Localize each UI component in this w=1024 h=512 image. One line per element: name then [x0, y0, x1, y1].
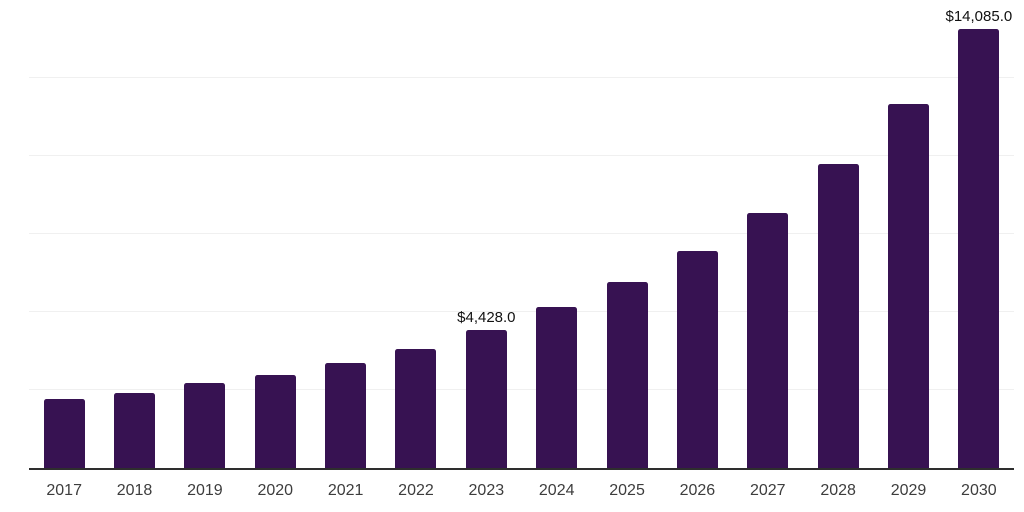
bar-2021: [325, 362, 367, 468]
gridline-12500: [29, 77, 1014, 78]
x-tick-2030: 2030: [961, 482, 997, 499]
bar-2027: [747, 212, 789, 468]
x-tick-2017: 2017: [46, 482, 82, 499]
bar-column-2018: [99, 0, 169, 468]
bar-column-2023: $4,428.0: [451, 0, 521, 468]
bar-column-2022: [381, 0, 451, 468]
x-tick-2026: 2026: [679, 482, 716, 499]
bar-2028: [817, 164, 859, 468]
x-axis-labels: 2017 2018 2019 2020 2021 2022 2023 2024 2025 2026…: [29, 470, 1014, 500]
x-tick-2029: 2029: [890, 482, 927, 499]
bar-column-2017: [29, 0, 99, 468]
bar-2020: [254, 375, 296, 468]
bar-value-label-2030: $14,085.0: [945, 8, 1013, 25]
x-tick-2022: 2022: [398, 482, 434, 499]
bar-column-2020: [240, 0, 310, 468]
x-tick-2018: 2018: [116, 482, 153, 499]
x-axis-line: [29, 468, 1014, 470]
bar-column-2025: [592, 0, 662, 468]
x-tick-2019: 2019: [187, 482, 223, 499]
bar-2030: [958, 28, 1000, 468]
bar-2026: [676, 250, 718, 468]
bar-column-2021: [310, 0, 380, 468]
bar-column-2029: [873, 0, 943, 468]
bar-2017: [43, 399, 85, 468]
x-tick-2021: 2021: [327, 482, 364, 499]
plot-area: $4,428.0 $14,085.0: [29, 0, 1014, 470]
gridline-7500: [29, 233, 1014, 234]
bar-column-2019: [170, 0, 240, 468]
x-tick-2027: 2027: [749, 482, 786, 499]
x-tick-2023: 2023: [468, 482, 505, 499]
bar-2018: [114, 392, 156, 468]
bar-2029: [887, 103, 929, 468]
bar-column-2024: [522, 0, 592, 468]
gridline-5000: [29, 311, 1014, 312]
x-tick-2028: 2028: [820, 482, 856, 499]
x-tick-2020: 2020: [257, 482, 294, 499]
x-tick-2025: 2025: [609, 482, 645, 499]
bar-2025: [606, 281, 648, 468]
bar-value-label-2023: $4,428.0: [457, 309, 516, 327]
bar-column-2030: $14,085.0: [944, 0, 1014, 468]
bar-2024: [536, 306, 578, 468]
bar-2022: [395, 348, 437, 468]
bars-container: $4,428.0 $14,085.0: [29, 0, 1014, 468]
gridline-10000: [29, 155, 1014, 156]
bar-column-2026: [662, 0, 732, 468]
bar-2023: [465, 329, 507, 468]
bar-2019: [184, 383, 226, 468]
bar-column-2027: [733, 0, 803, 468]
x-tick-2024: 2024: [538, 482, 575, 499]
gridline-2500: [29, 389, 1014, 390]
bar-column-2028: [803, 0, 873, 468]
